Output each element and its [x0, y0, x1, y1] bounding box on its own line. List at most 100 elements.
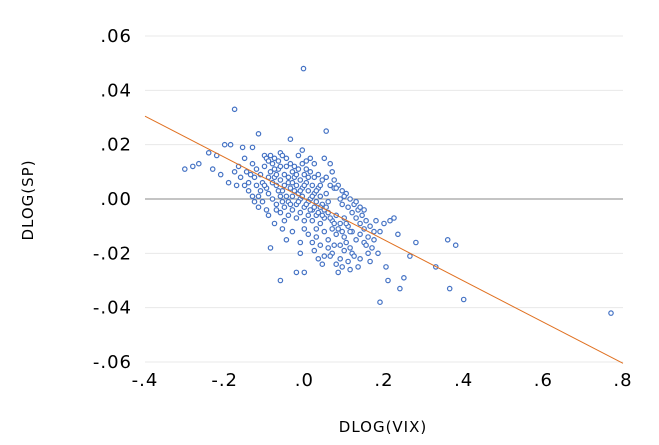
data-point	[277, 177, 284, 183]
data-point	[289, 207, 296, 213]
data-point	[353, 215, 359, 221]
data-point	[317, 242, 324, 249]
data-point	[297, 188, 304, 194]
data-point	[321, 253, 328, 259]
data-point	[357, 255, 363, 262]
data-point	[319, 177, 326, 183]
y-axis-title: DLOG(SP)	[19, 159, 37, 240]
data-point	[317, 193, 324, 200]
data-point	[243, 169, 250, 175]
data-point	[307, 169, 314, 175]
data-point	[267, 169, 274, 175]
data-point	[277, 163, 284, 170]
data-point	[311, 247, 318, 254]
data-point	[347, 266, 353, 273]
data-point	[265, 212, 272, 219]
trend-line	[144, 115, 624, 364]
x-tick-label: .8	[613, 370, 632, 391]
y-tick-label: -.04	[93, 298, 132, 319]
data-point	[289, 228, 296, 235]
data-point	[245, 188, 252, 194]
data-point	[413, 239, 419, 246]
data-point	[313, 188, 320, 194]
data-point	[271, 220, 278, 227]
data-point	[335, 269, 342, 276]
data-point	[313, 226, 320, 232]
data-point	[401, 274, 407, 281]
data-point	[353, 237, 359, 243]
data-point	[249, 193, 256, 200]
data-point	[347, 245, 353, 251]
data-point	[391, 215, 397, 221]
data-point	[295, 152, 302, 159]
data-point	[452, 242, 459, 249]
data-point	[291, 163, 298, 170]
data-point	[319, 261, 326, 268]
data-point	[329, 169, 336, 175]
data-point	[259, 198, 266, 205]
data-point	[255, 193, 262, 200]
data-point	[377, 299, 383, 306]
data-point	[349, 209, 355, 216]
data-point	[281, 204, 288, 211]
data-point	[275, 188, 282, 194]
data-point	[271, 155, 278, 162]
data-point	[297, 250, 304, 257]
data-point	[301, 171, 308, 178]
data-point	[289, 179, 296, 186]
data-point	[329, 226, 336, 232]
x-axis-ticks: -.4 -.2 .0 .2 .4 .6 .8	[132, 370, 632, 391]
data-point	[337, 220, 344, 227]
data-point	[269, 160, 276, 167]
data-point	[269, 196, 276, 202]
data-point	[353, 198, 359, 205]
data-point	[285, 212, 292, 219]
data-point	[265, 158, 272, 164]
data-point	[293, 182, 300, 189]
data-point	[339, 188, 346, 194]
data-point	[325, 237, 332, 243]
data-point	[345, 204, 351, 211]
data-point	[283, 193, 290, 200]
data-point	[247, 171, 254, 178]
data-point	[339, 264, 346, 270]
data-point	[297, 209, 304, 216]
data-point	[307, 207, 314, 213]
data-point	[267, 152, 274, 159]
data-point	[331, 220, 338, 227]
data-point	[339, 228, 346, 235]
data-point	[347, 228, 353, 235]
data-point	[313, 198, 320, 205]
data-point	[317, 220, 324, 227]
data-point	[357, 220, 363, 227]
data-point	[331, 177, 338, 183]
data-point	[279, 226, 286, 232]
data-point	[357, 231, 363, 238]
data-point	[347, 196, 353, 202]
data-point	[277, 209, 284, 216]
data-point	[315, 171, 322, 178]
data-point	[281, 217, 288, 224]
data-point	[315, 255, 322, 262]
data-point	[293, 171, 300, 178]
data-point	[279, 152, 286, 159]
data-point	[311, 160, 318, 167]
data-point	[365, 250, 371, 257]
data-point	[363, 217, 369, 224]
data-point	[311, 174, 318, 181]
data-point	[327, 253, 334, 259]
data-point	[265, 190, 272, 197]
data-point	[299, 147, 306, 153]
data-point	[273, 207, 280, 213]
data-point	[343, 239, 350, 246]
data-point	[285, 174, 292, 181]
data-point	[217, 171, 224, 178]
data-point	[281, 171, 288, 178]
data-point	[375, 250, 381, 257]
data-point	[277, 277, 284, 284]
y-tick-label: .06	[100, 26, 132, 47]
data-point	[337, 242, 344, 249]
data-point	[305, 212, 312, 219]
data-point	[287, 201, 294, 208]
